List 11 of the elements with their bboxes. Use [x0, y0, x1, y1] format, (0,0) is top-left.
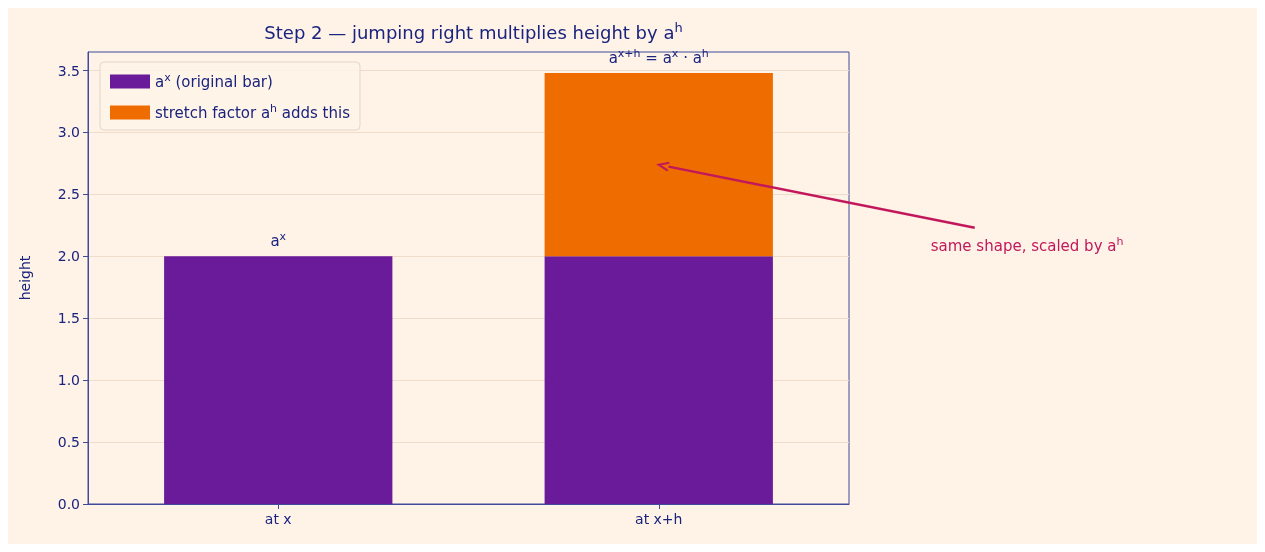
- x-tick-label: at x: [264, 511, 292, 527]
- y-tick-label: 0.0: [57, 496, 80, 512]
- y-tick-label: 2.5: [57, 186, 80, 203]
- y-tick-label: 0.5: [57, 434, 80, 451]
- y-tick-label: 1.0: [57, 372, 80, 389]
- x-tick-label: at x+h: [635, 511, 683, 527]
- y-tick-label: 3.5: [57, 62, 80, 79]
- y-tick-label: 3.0: [57, 124, 80, 141]
- y-tick-label: 1.5: [57, 310, 80, 327]
- y-tick-label: 2.0: [57, 248, 80, 265]
- y-axis-title: height: [17, 255, 33, 301]
